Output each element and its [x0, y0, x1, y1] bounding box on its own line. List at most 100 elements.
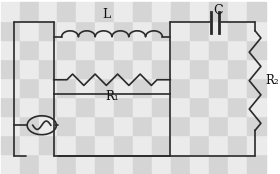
- Bar: [171, 40, 190, 59]
- Bar: [95, 78, 114, 97]
- Bar: [209, 78, 228, 97]
- Bar: [228, 2, 247, 21]
- Bar: [114, 40, 133, 59]
- Bar: [114, 78, 133, 97]
- Bar: [190, 135, 209, 154]
- Bar: [1, 116, 20, 135]
- Bar: [39, 97, 57, 116]
- Text: C: C: [213, 4, 223, 17]
- Bar: [247, 59, 266, 78]
- Bar: [20, 154, 39, 173]
- Bar: [228, 40, 247, 59]
- Bar: [152, 21, 171, 40]
- Bar: [57, 2, 76, 21]
- Bar: [76, 78, 95, 97]
- Bar: [20, 97, 39, 116]
- Bar: [95, 135, 114, 154]
- Bar: [39, 135, 57, 154]
- Bar: [133, 154, 152, 173]
- Bar: [57, 116, 76, 135]
- Bar: [209, 21, 228, 40]
- Bar: [152, 97, 171, 116]
- Bar: [152, 154, 171, 173]
- Bar: [190, 21, 209, 40]
- Text: R₂: R₂: [266, 74, 279, 87]
- Bar: [190, 116, 209, 135]
- Bar: [209, 135, 228, 154]
- Bar: [247, 116, 266, 135]
- Bar: [171, 154, 190, 173]
- Bar: [57, 154, 76, 173]
- Bar: [190, 154, 209, 173]
- Bar: [228, 59, 247, 78]
- Bar: [247, 97, 266, 116]
- Bar: [133, 59, 152, 78]
- Bar: [1, 154, 20, 173]
- Bar: [209, 40, 228, 59]
- Bar: [1, 40, 20, 59]
- Bar: [1, 59, 20, 78]
- Bar: [133, 40, 152, 59]
- Bar: [76, 40, 95, 59]
- Bar: [171, 116, 190, 135]
- Bar: [57, 78, 76, 97]
- Bar: [95, 116, 114, 135]
- Bar: [209, 154, 228, 173]
- Bar: [152, 59, 171, 78]
- Bar: [247, 21, 266, 40]
- Bar: [20, 116, 39, 135]
- Bar: [228, 154, 247, 173]
- Bar: [76, 154, 95, 173]
- Bar: [228, 21, 247, 40]
- Bar: [190, 78, 209, 97]
- Bar: [114, 116, 133, 135]
- Bar: [133, 21, 152, 40]
- Bar: [20, 59, 39, 78]
- Bar: [152, 2, 171, 21]
- Bar: [1, 135, 20, 154]
- Bar: [57, 40, 76, 59]
- Bar: [133, 135, 152, 154]
- Bar: [209, 59, 228, 78]
- Bar: [114, 154, 133, 173]
- Bar: [247, 154, 266, 173]
- Bar: [39, 2, 57, 21]
- Text: L: L: [102, 8, 111, 21]
- Bar: [39, 21, 57, 40]
- Bar: [1, 78, 20, 97]
- Bar: [190, 40, 209, 59]
- Bar: [114, 2, 133, 21]
- Bar: [171, 59, 190, 78]
- Bar: [190, 2, 209, 21]
- Bar: [1, 21, 20, 40]
- Bar: [76, 135, 95, 154]
- Bar: [39, 78, 57, 97]
- Bar: [39, 116, 57, 135]
- Bar: [247, 135, 266, 154]
- Bar: [152, 116, 171, 135]
- Bar: [228, 97, 247, 116]
- Bar: [190, 97, 209, 116]
- Bar: [39, 59, 57, 78]
- Bar: [247, 2, 266, 21]
- Bar: [1, 97, 20, 116]
- Bar: [114, 97, 133, 116]
- Bar: [76, 2, 95, 21]
- Bar: [39, 40, 57, 59]
- Bar: [228, 116, 247, 135]
- Bar: [133, 116, 152, 135]
- Bar: [247, 40, 266, 59]
- Bar: [95, 59, 114, 78]
- Bar: [209, 97, 228, 116]
- Bar: [228, 78, 247, 97]
- Bar: [20, 78, 39, 97]
- Bar: [76, 97, 95, 116]
- Bar: [133, 2, 152, 21]
- Bar: [1, 2, 20, 21]
- Bar: [209, 116, 228, 135]
- Bar: [57, 135, 76, 154]
- Bar: [20, 21, 39, 40]
- Bar: [171, 78, 190, 97]
- Bar: [57, 97, 76, 116]
- Bar: [76, 116, 95, 135]
